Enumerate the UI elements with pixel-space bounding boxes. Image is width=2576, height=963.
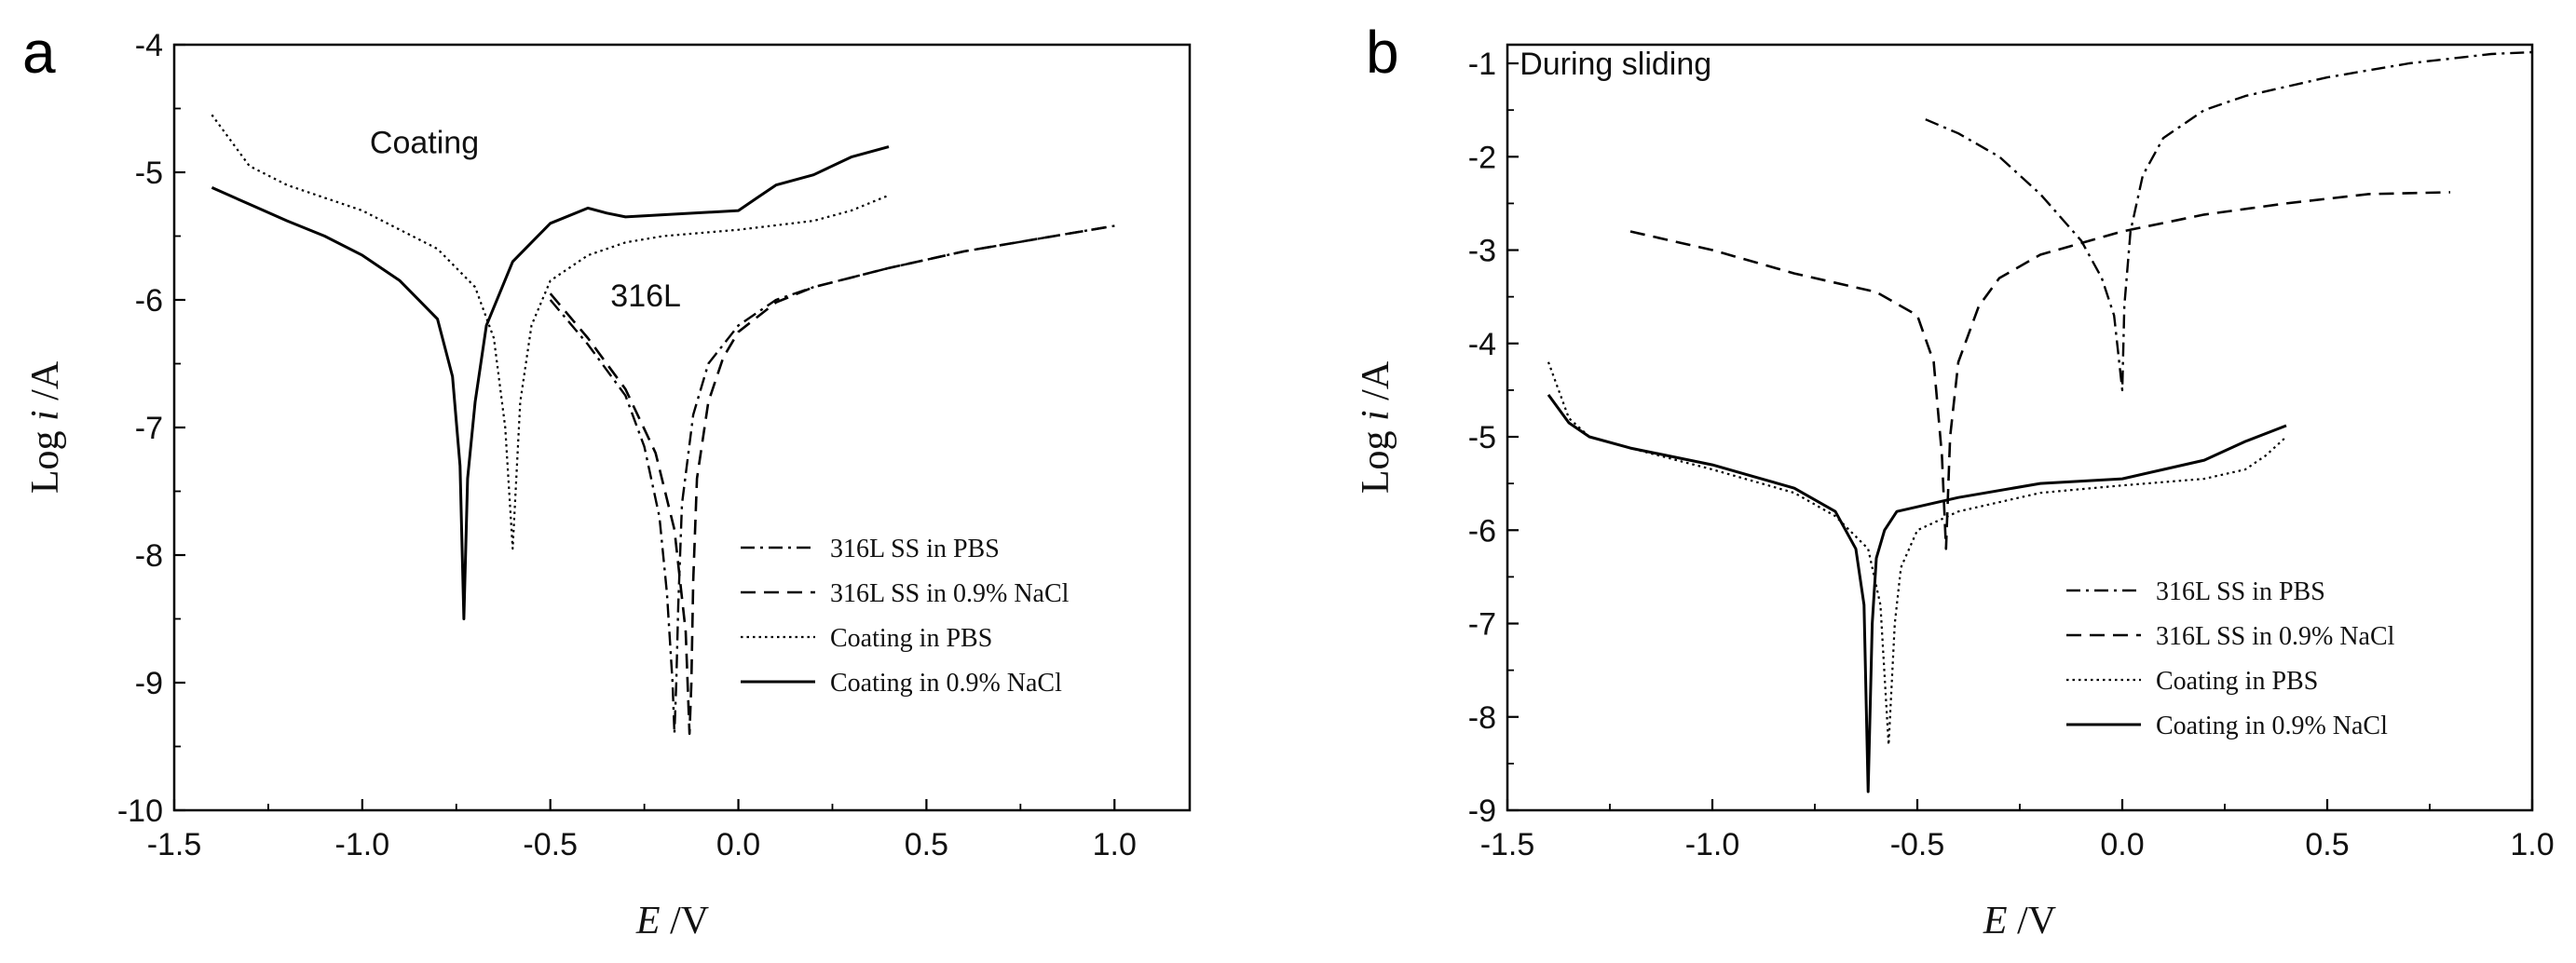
series-line-4 [1547, 394, 2287, 793]
y-tick-label: -7 [1468, 607, 1496, 643]
panel-b-ticks: -1.5 -1.0 -0.5 0.0 0.5 1.0 -9 -8 -7 -6 -5 -4 -3 -2 -1 [1468, 47, 2555, 862]
chart-annotation: Coating [370, 125, 479, 160]
legend-entry: Coating in 0.9% NaCl [830, 669, 1062, 698]
panel-a-y-axis-title: Log i /A [24, 360, 67, 494]
panel-b-legend: 316L SS in PBS 316L SS in 0.9% NaCl Coatin… [2066, 577, 2395, 740]
panel-b-series [1547, 50, 2533, 793]
panel-b-y-axis-title: Log i /A [1355, 360, 1397, 494]
x-tick-label: -1.0 [1685, 827, 1740, 862]
legend-entry: 316L SS in 0.9% NaCl [2156, 622, 2395, 651]
x-tick-label: -0.5 [1890, 827, 1945, 862]
y-tick-label: -7 [135, 411, 163, 446]
panel-a: a -1.5 -1.0 -0.5 0.0 0.5 1.0 -10 -9 -8 -7 -6 -5 -4 C… [22, 19, 1192, 943]
x-tick-label: 1.0 [2510, 827, 2554, 862]
panel-b-y-axis-title-italic: i [1355, 410, 1397, 421]
legend-entry: Coating in PBS [830, 624, 992, 653]
series-line-1 [1925, 50, 2533, 392]
y-tick-label: -6 [1468, 513, 1496, 549]
series-line-2 [1629, 191, 2451, 550]
chart-annotation: 316L [610, 278, 681, 314]
y-tick-label: -8 [135, 538, 163, 574]
y-tick-label: -5 [1468, 420, 1496, 455]
panel-b-x-axis-title: E /V [1983, 900, 2056, 943]
x-tick-label: -1.5 [1480, 827, 1535, 862]
x-tick-label: 0.0 [2100, 827, 2144, 862]
panel-a-legend: 316L SS in PBS 316L SS in 0.9% NaCl Coatin… [741, 535, 1070, 698]
legend-entry: 316L SS in 0.9% NaCl [830, 579, 1070, 608]
series-line-4 [211, 145, 890, 620]
y-tick-label: -4 [135, 28, 163, 63]
panel-a-series [211, 114, 1115, 736]
x-tick-label: 1.0 [1093, 827, 1137, 862]
panel-b-letter: b [1366, 19, 1399, 86]
y-tick-label: -5 [135, 156, 163, 191]
y-tick-label: -2 [1468, 140, 1496, 175]
chart-annotation: During sliding [1520, 47, 1711, 82]
panel-a-x-axis-title: E /V [635, 900, 709, 943]
panel-b-annotations: During sliding [1520, 47, 1711, 82]
panel-a-ticks: -1.5 -1.0 -0.5 0.0 0.5 1.0 -10 -9 -8 -7 -6 -5 -4 [117, 28, 1137, 862]
x-tick-label: 0.5 [905, 827, 948, 862]
y-tick-label: -8 [1468, 700, 1496, 736]
legend-entry: Coating in PBS [2156, 667, 2318, 696]
panel-a-letter: a [22, 19, 56, 86]
panel-a-y-axis-title-unit: /A [24, 360, 67, 410]
legend-entry: 316L SS in PBS [830, 535, 1000, 563]
panel-a-annotations: Coating 316L [370, 125, 681, 313]
x-tick-label: 0.5 [2305, 827, 2349, 862]
x-tick-label: -0.5 [523, 827, 578, 862]
y-tick-label: -4 [1468, 327, 1496, 362]
x-tick-label: 0.0 [716, 827, 760, 862]
y-tick-label: -9 [1468, 793, 1496, 829]
panel-b-x-axis-title-main: E [1983, 900, 2008, 943]
y-tick-label: -9 [135, 666, 163, 701]
panel-a-y-axis-title-italic: i [24, 410, 67, 421]
panel-a-x-axis-title-unit: /V [661, 900, 710, 943]
panel-a-y-axis-title-main: Log [24, 421, 67, 494]
panel-b-y-axis-title-unit: /A [1355, 360, 1397, 410]
y-tick-label: -10 [117, 793, 163, 829]
x-tick-label: -1.0 [335, 827, 390, 862]
panel-b: b -1.5 -1.0 -0.5 0.0 0.5 1.0-9-8-7-6-5-4-3-2-… [1355, 19, 2555, 943]
panel-b-x-axis-title-unit: /V [2008, 900, 2057, 943]
y-tick-label: -3 [1468, 234, 1496, 269]
series-line-2 [549, 224, 1115, 736]
x-tick-label: -1.5 [147, 827, 202, 862]
legend-entry: 316L SS in PBS [2156, 577, 2325, 606]
y-tick-label: -1 [1468, 47, 1496, 82]
series-line-3 [211, 114, 890, 550]
legend-entry: Coating in 0.9% NaCl [2156, 712, 2388, 740]
panel-b-y-axis-title-main: Log [1355, 421, 1397, 494]
panel-a-x-axis-title-main: E [635, 900, 661, 943]
y-tick-label: -6 [135, 283, 163, 319]
